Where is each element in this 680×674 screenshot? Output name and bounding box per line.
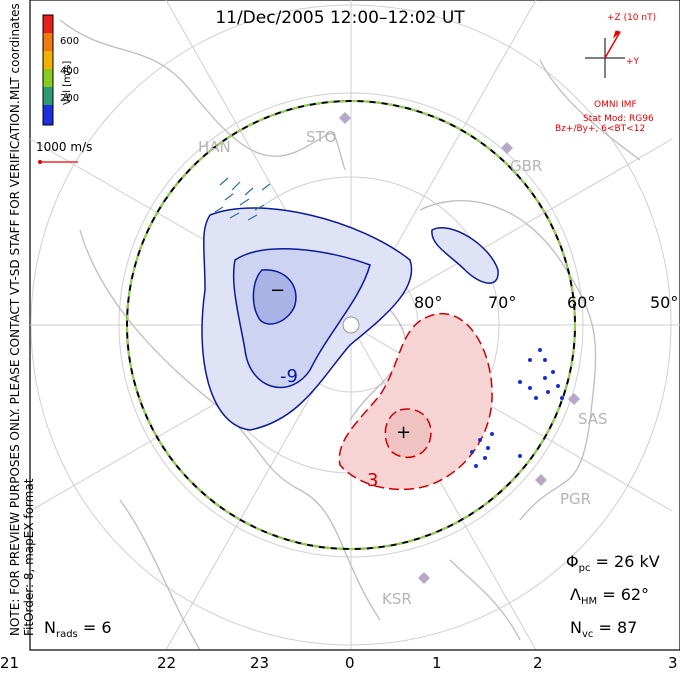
positive-contour-label: 3: [367, 470, 379, 491]
station-han: HAN: [198, 138, 231, 156]
coastlines: [59, 19, 641, 651]
lat-label-80: 80°: [414, 293, 443, 312]
imf-condition: Bz+/By+, 6<BT<12: [555, 124, 646, 134]
n-vc-value: 87: [616, 618, 638, 637]
fit-order: FitOrder: 8, mapEX format: [22, 478, 36, 636]
n-vc: Nvc = 87: [570, 618, 638, 641]
station-sto: STO: [306, 128, 337, 146]
mlt-tick-21: 21: [0, 654, 20, 672]
negative-contour-label: -9: [280, 366, 298, 387]
imf-model: Stat Mod: RG96: [583, 114, 654, 124]
colorbar-tick-600: 600: [60, 36, 80, 47]
phi-pc-value: 26 kV: [614, 552, 660, 571]
mlt-tick-2: 2: [533, 654, 543, 672]
station-sas: SAS: [578, 410, 608, 428]
positive-extremum: +: [396, 422, 412, 443]
station-gbr: GBR: [510, 157, 543, 175]
lat-label-70: 70°: [488, 293, 517, 312]
station-pgr: PGR: [560, 490, 592, 508]
imf-y-label: +Y: [626, 57, 640, 67]
lambda-hm-value: 62°: [620, 585, 650, 604]
phi-pc: Φpc = 26 kV: [566, 552, 660, 575]
lat-label-60: 60°: [567, 293, 596, 312]
n-rads-value: 6: [101, 618, 112, 637]
hm-boundary-dash: [126, 100, 576, 550]
imf-dial: [585, 30, 625, 78]
preview-notice: NOTE: FOR PREVIEW PURPOSES ONLY. PLEASE …: [8, 100, 22, 636]
n-rads: Nrads = 6: [44, 618, 112, 641]
imf-source: OMNI IMF: [594, 100, 637, 110]
colorbar-tick-400: 400: [60, 66, 80, 77]
mlt-tick-22: 22: [157, 654, 177, 672]
mlt-tick-23: 23: [250, 654, 270, 672]
imf-z-label: +Z (10 nT): [607, 13, 657, 23]
negative-cell: [201, 207, 499, 431]
mlt-tick-1: 1: [432, 654, 442, 672]
map-title: 11/Dec/2005 12:00–12:02 UT: [215, 8, 465, 28]
pole-marker: [342, 316, 360, 334]
mlt-tick-3: 3: [668, 654, 678, 672]
negative-extremum: −: [270, 280, 286, 301]
colorbar-tick-200: 200: [60, 93, 80, 104]
station-ksr: KSR: [382, 590, 412, 608]
data-points: [470, 348, 564, 468]
scale-label: 1000 m/s: [36, 140, 93, 154]
coordinate-system: MLT coordinates: [8, 3, 22, 100]
velocity-vectors: [214, 177, 271, 221]
colorbar: [42, 14, 54, 126]
lambda-hm: ΛHM = 62°: [570, 585, 650, 608]
station-markers: [339, 112, 580, 584]
lat-label-50: 50°: [650, 293, 679, 312]
positive-cell: [338, 312, 493, 491]
mlt-tick-0: 0: [345, 654, 355, 672]
